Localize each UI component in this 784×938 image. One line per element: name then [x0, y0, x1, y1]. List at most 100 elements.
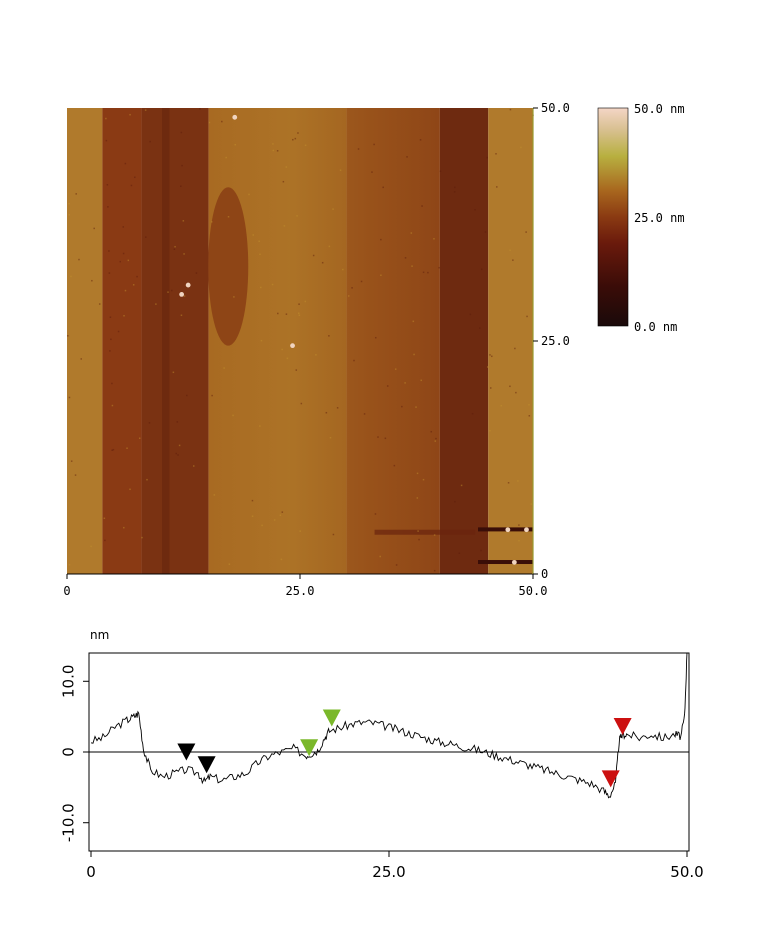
surface-particle-6: [290, 343, 295, 349]
height-profile-chart: nm 10.0 0 -10.0 0 25.0 50.0: [60, 628, 704, 881]
texture-speck: [495, 153, 497, 155]
height-region-6: [439, 108, 489, 574]
texture-speck: [336, 407, 339, 409]
texture-speck: [167, 291, 169, 293]
texture-speck: [186, 394, 188, 397]
texture-speck: [117, 330, 120, 333]
texture-speck: [393, 464, 396, 467]
texture-speck: [271, 283, 274, 286]
texture-speck: [285, 166, 288, 168]
texture-speck: [486, 366, 489, 368]
texture-speck: [374, 513, 377, 515]
texture-speck: [280, 558, 283, 561]
texture-speck: [530, 503, 533, 505]
texture-speck: [484, 231, 487, 233]
texture-speck: [144, 109, 147, 111]
texture-speck: [173, 248, 176, 250]
texture-speck: [272, 149, 275, 152]
central-terrace-shading: [208, 108, 440, 574]
texture-speck: [109, 350, 111, 352]
texture-speck: [107, 206, 109, 208]
texture-speck: [260, 339, 263, 342]
texture-speck: [433, 534, 436, 536]
texture-speck: [98, 303, 101, 305]
texture-speck: [357, 148, 360, 150]
profile-cursor-marker-4: [322, 709, 341, 727]
texture-speck: [420, 379, 422, 382]
texture-speck: [172, 371, 175, 374]
texture-speck: [332, 208, 334, 210]
texture-speck: [509, 385, 511, 388]
texture-speck: [141, 536, 143, 539]
texture-speck: [410, 232, 413, 234]
texture-speck: [123, 315, 125, 317]
texture-speck: [281, 511, 284, 513]
texture-speck: [111, 449, 113, 451]
texture-speck: [430, 430, 433, 433]
texture-speck: [171, 289, 173, 292]
texture-speck: [228, 563, 231, 565]
texture-speck: [298, 303, 300, 305]
height-region-1: [67, 108, 103, 574]
texture-speck: [272, 143, 274, 145]
texture-speck: [380, 238, 382, 241]
texture-speck: [517, 480, 519, 482]
texture-speck: [122, 252, 125, 255]
texture-speck: [518, 539, 520, 542]
texture-speck: [180, 131, 183, 134]
afm-image-axes: 0 25.0 50.0 0 25.0 50.0: [63, 101, 570, 598]
texture-speck: [260, 286, 262, 289]
texture-speck: [491, 355, 493, 358]
texture-speck: [78, 258, 80, 261]
texture-speck: [148, 422, 151, 424]
profile-y-tick-label: 0: [60, 747, 78, 757]
texture-speck: [146, 478, 148, 481]
image-y-tick-label: 50.0: [541, 101, 570, 115]
afm-height-image: [67, 108, 534, 574]
texture-speck: [259, 253, 261, 256]
texture-speck: [412, 320, 415, 323]
texture-speck: [496, 186, 498, 188]
texture-speck: [374, 336, 377, 339]
texture-speck: [112, 448, 115, 451]
profile-y-tick-label: 10.0: [60, 665, 78, 698]
texture-speck: [67, 335, 69, 337]
surface-particle-1: [505, 527, 511, 533]
texture-speck: [176, 421, 179, 423]
texture-speck: [427, 271, 429, 274]
texture-speck: [91, 279, 93, 282]
texture-speck: [489, 387, 492, 389]
texture-speck: [105, 139, 108, 142]
texture-speck: [453, 191, 456, 193]
texture-speck: [183, 295, 186, 297]
texture-speck: [195, 272, 198, 274]
texture-speck: [328, 335, 330, 337]
texture-speck: [509, 108, 512, 111]
color-scale-label-top: 50.0 nm: [634, 102, 685, 116]
color-scale-label-bottom: 0.0 nm: [634, 320, 677, 334]
texture-speck: [296, 215, 298, 217]
texture-speck: [439, 170, 442, 173]
oval-feature: [208, 187, 249, 346]
texture-speck: [507, 482, 510, 484]
texture-speck: [145, 236, 147, 238]
image-y-tick-label: 0: [541, 567, 548, 581]
texture-speck: [454, 186, 456, 189]
texture-speck: [70, 275, 72, 278]
texture-speck: [279, 514, 282, 516]
texture-speck: [124, 162, 127, 165]
texture-speck: [512, 259, 514, 261]
texture-speck: [130, 184, 133, 187]
texture-speck: [297, 132, 299, 134]
texture-speck: [304, 144, 307, 147]
texture-speck: [225, 156, 227, 159]
texture-speck: [234, 143, 236, 146]
texture-speck: [68, 213, 71, 216]
texture-speck: [418, 538, 420, 541]
color-scale-gradient: [597, 107, 629, 327]
texture-speck: [248, 193, 250, 196]
texture-speck: [416, 497, 419, 499]
texture-speck: [304, 300, 307, 303]
texture-speck: [382, 186, 384, 189]
